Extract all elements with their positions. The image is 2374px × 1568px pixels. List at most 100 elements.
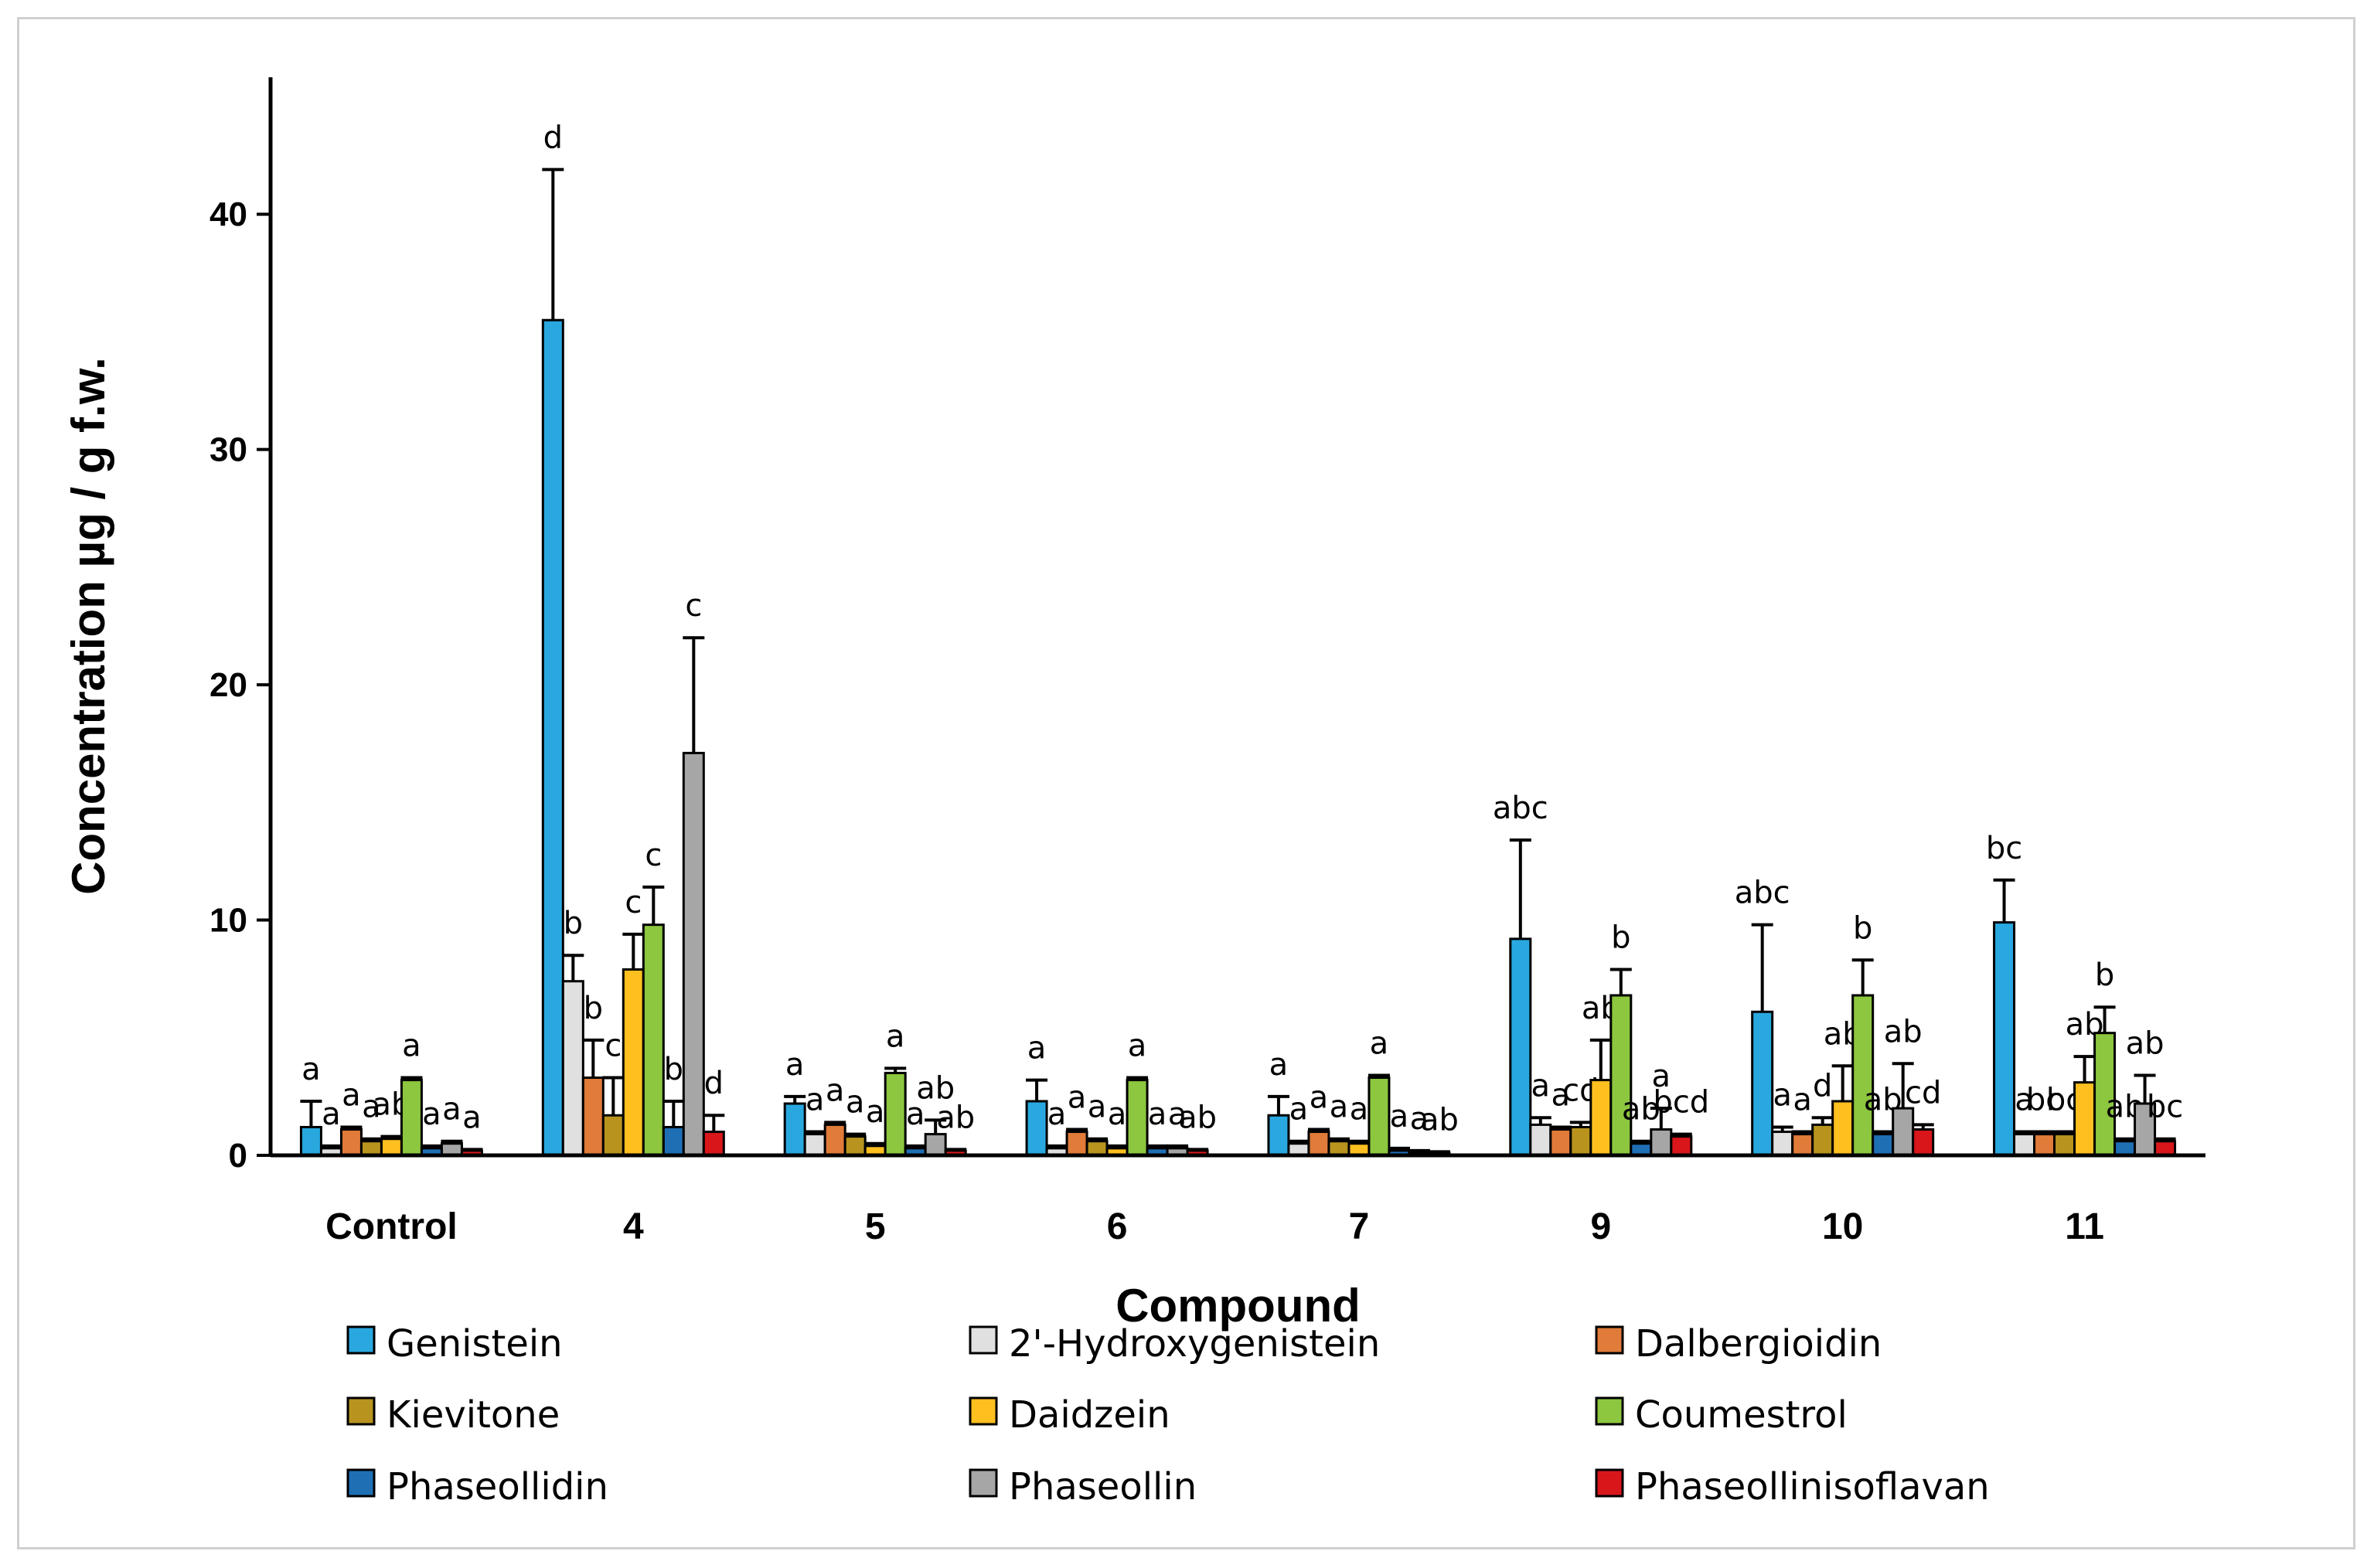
significance-label: a: [1330, 1090, 1349, 1125]
x-tick-label: 5: [865, 1206, 886, 1247]
bar: [1912, 1128, 1935, 1157]
significance-label: bc: [1986, 831, 2022, 866]
significance-label: a: [886, 1019, 905, 1054]
significance-label: b: [2095, 957, 2114, 993]
significance-label: c: [645, 838, 662, 873]
significance-label: abc: [1493, 791, 1548, 826]
bar: [1670, 1135, 1693, 1157]
legend-swatch: [346, 1468, 376, 1498]
significance-label: a: [1148, 1097, 1167, 1132]
significance-label: a: [806, 1083, 825, 1118]
bar: [1368, 1077, 1391, 1157]
bar: [601, 1114, 625, 1157]
significance-label: a: [462, 1100, 482, 1135]
significance-label: bc: [2147, 1090, 2183, 1125]
x-tick-label: 6: [1107, 1206, 1128, 1247]
x-tick-label: 11: [2065, 1206, 2104, 1247]
x-tick-label: 4: [623, 1206, 644, 1247]
y-tick-label: 40: [209, 196, 247, 233]
significance-label: a: [906, 1097, 925, 1132]
bar: [1025, 1100, 1048, 1157]
significance-label: a: [362, 1090, 381, 1125]
x-tick-label: Control: [325, 1206, 458, 1247]
bar: [299, 1125, 322, 1157]
significance-label: a: [1370, 1025, 1389, 1061]
significance-label: c: [625, 885, 642, 920]
significance-label: bcd: [1653, 1085, 1709, 1121]
significance-label: b: [584, 991, 603, 1026]
bar: [1892, 1107, 1915, 1157]
significance-label: a: [785, 1047, 805, 1083]
chart-frame: 0 10 20 30 40 a a a a ab a a a a Control d b b c c c b c d 4 a a a a…: [17, 17, 2355, 1549]
significance-label: a: [2015, 1083, 2034, 1118]
significance-label: a: [1108, 1097, 1127, 1132]
significance-label: a: [1410, 1101, 1429, 1137]
bar: [581, 1077, 605, 1157]
significance-label: a: [402, 1029, 421, 1064]
significance-label: ab: [936, 1100, 975, 1135]
significance-label: ab: [1884, 1014, 1923, 1049]
legend-label: Phaseollinisoflavan: [1635, 1465, 1990, 1508]
significance-label: ab: [1420, 1102, 1459, 1138]
bar: [1085, 1140, 1109, 1157]
bar: [1609, 994, 1633, 1157]
significance-label: a: [1289, 1092, 1309, 1128]
bar: [1509, 937, 1532, 1157]
significance-label: a: [1047, 1097, 1067, 1132]
legend-swatch: [1595, 1325, 1624, 1355]
significance-label: b: [1611, 920, 1630, 955]
bar: [2013, 1133, 2036, 1157]
bar: [1993, 921, 2016, 1157]
legend: Genistein 2'-Hydroxygenistein Dalbergioidi…: [346, 1322, 1990, 1508]
bar: [380, 1138, 403, 1157]
bar: [1267, 1114, 1290, 1157]
significance-label: a: [1310, 1080, 1329, 1116]
bar: [843, 1135, 867, 1157]
bar: [359, 1140, 383, 1157]
significance-label: a: [1027, 1031, 1047, 1066]
bar: [884, 1071, 907, 1157]
x-tick-label: 10: [1822, 1206, 1863, 1247]
bar: [1065, 1131, 1088, 1157]
significance-label: c: [685, 588, 702, 624]
legend-swatch: [969, 1468, 998, 1498]
bar: [1650, 1128, 1673, 1157]
bar: [2113, 1140, 2137, 1157]
bar: [541, 318, 564, 1157]
significance-label: a: [826, 1073, 845, 1108]
legend-label: Phaseollin: [1009, 1465, 1197, 1508]
legend-label: Genistein: [387, 1322, 563, 1366]
bar: [2134, 1102, 2157, 1157]
significance-label: ab: [1178, 1100, 1217, 1135]
bar: [622, 968, 645, 1157]
significance-label: a: [1531, 1068, 1551, 1104]
significance-label: a: [846, 1085, 865, 1121]
significance-label: a: [1088, 1090, 1107, 1125]
significance-label: a: [301, 1052, 321, 1087]
significance-label: a: [1068, 1080, 1087, 1116]
bar: [1872, 1133, 1895, 1157]
legend-swatch: [346, 1325, 376, 1355]
significance-label: a: [1168, 1097, 1187, 1132]
y-tick-label: 20: [209, 666, 247, 704]
bar: [561, 980, 584, 1157]
bar: [400, 1079, 423, 1157]
legend-label: Daidzein: [1009, 1393, 1170, 1437]
legend-label: Dalbergioidin: [1635, 1322, 1882, 1366]
significance-label: a: [422, 1097, 441, 1132]
y-tick-label: 0: [229, 1137, 247, 1175]
bar: [1589, 1079, 1613, 1157]
bar: [1791, 1133, 1814, 1157]
legend-swatch: [1595, 1468, 1624, 1498]
axes: [268, 77, 2205, 1158]
bar: [1771, 1131, 1794, 1157]
legend-swatch: [346, 1396, 376, 1426]
significance-label: abc: [1735, 876, 1790, 911]
significance-label: a: [1350, 1092, 1369, 1128]
bar: [642, 923, 665, 1157]
y-tick-label: 30: [209, 431, 247, 469]
bar: [1126, 1079, 1149, 1157]
bar: [1831, 1100, 1855, 1157]
